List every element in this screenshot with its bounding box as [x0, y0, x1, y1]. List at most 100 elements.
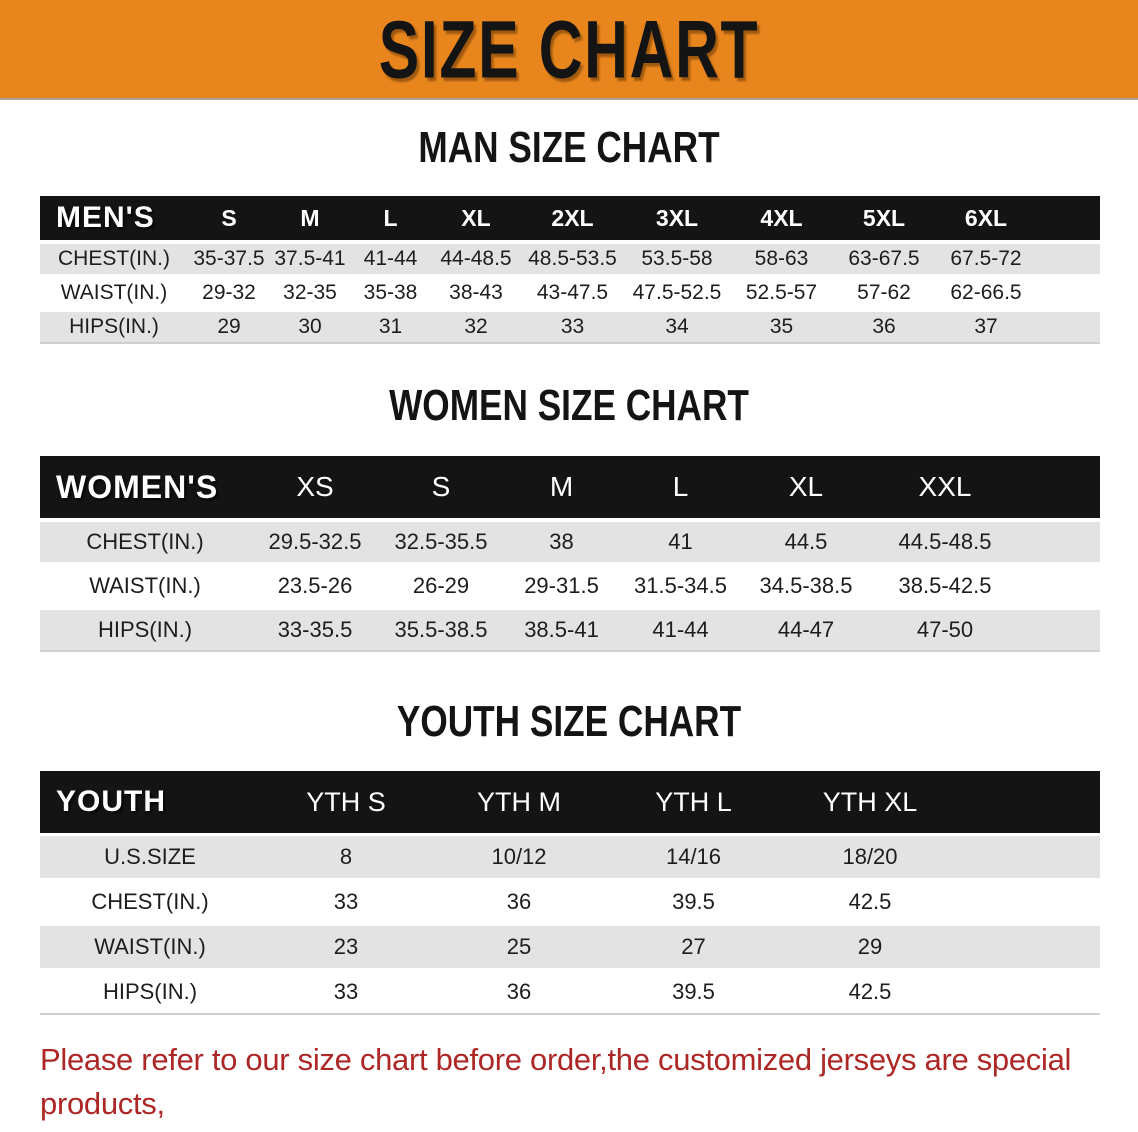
size-value-cell: 35-38	[350, 278, 431, 308]
spacer-cell	[1037, 196, 1100, 240]
banner: SIZE CHART	[0, 0, 1138, 100]
size-value-cell: 29	[781, 926, 959, 968]
youth-header-row: YOUTH YTH S YTH M YTH L YTH XL	[40, 771, 1100, 833]
size-value-cell: 44.5	[740, 522, 872, 562]
size-column-header: YTH S	[260, 771, 432, 833]
size-value-cell: 47.5-52.5	[624, 278, 730, 308]
size-value-cell: 32-35	[270, 278, 350, 308]
size-value-cell: 63-67.5	[833, 244, 935, 274]
men-group-label: MEN'S	[40, 196, 188, 240]
size-value-cell: 29.5-32.5	[250, 522, 380, 562]
size-value-cell: 23	[260, 926, 432, 968]
measure-label-cell: HIPS(IN.)	[40, 312, 188, 342]
size-value-cell: 47-50	[872, 610, 1018, 650]
size-column-header: 4XL	[730, 196, 833, 240]
size-value-cell: 30	[270, 312, 350, 342]
size-value-cell: 32	[431, 312, 521, 342]
women-heading: WOMEN SIZE CHART	[389, 381, 749, 430]
size-column-header: S	[380, 456, 502, 518]
size-column-header: 2XL	[521, 196, 624, 240]
size-value-cell: 38.5-41	[502, 610, 621, 650]
size-column-header: 6XL	[935, 196, 1037, 240]
spacer-cell	[959, 771, 1100, 833]
size-value-cell: 36	[833, 312, 935, 342]
size-value-cell: 38	[502, 522, 621, 562]
women-size-table: WOMEN'S XS S M L XL XXL CHEST(IN.) 29.5-…	[40, 452, 1100, 654]
size-value-cell: 37.5-41	[270, 244, 350, 274]
table-row: WAIST(IN.) 23 25 27 29	[40, 926, 1100, 968]
spacer-cell	[1018, 456, 1100, 518]
size-value-cell: 57-62	[833, 278, 935, 308]
size-value-cell: 23.5-26	[250, 566, 380, 606]
spacer-cell	[1018, 522, 1100, 562]
measure-label-cell: CHEST(IN.)	[40, 244, 188, 274]
spacer-cell	[1018, 566, 1100, 606]
size-value-cell: 36	[432, 881, 606, 923]
measure-label-cell: HIPS(IN.)	[40, 610, 250, 650]
size-value-cell: 33	[521, 312, 624, 342]
women-group-label: WOMEN'S	[40, 456, 250, 518]
banner-title: SIZE CHART	[378, 3, 760, 95]
size-column-header: XL	[740, 456, 872, 518]
men-section: MAN SIZE CHART MEN'S S M L XL 2XL 3XL 4X…	[0, 124, 1138, 346]
men-header-row: MEN'S S M L XL 2XL 3XL 4XL 5XL 6XL	[40, 196, 1100, 240]
size-value-cell: 26-29	[380, 566, 502, 606]
size-column-header: XL	[431, 196, 521, 240]
size-value-cell: 32.5-35.5	[380, 522, 502, 562]
size-column-header: XXL	[872, 456, 1018, 518]
size-value-cell: 35-37.5	[188, 244, 270, 274]
table-row: WAIST(IN.) 29-32 32-35 35-38 38-43 43-47…	[40, 278, 1100, 308]
size-value-cell: 31.5-34.5	[621, 566, 740, 606]
table-row: CHEST(IN.) 35-37.5 37.5-41 41-44 44-48.5…	[40, 244, 1100, 274]
size-value-cell: 44-47	[740, 610, 872, 650]
size-value-cell: 52.5-57	[730, 278, 833, 308]
measure-label-cell: WAIST(IN.)	[40, 566, 250, 606]
size-column-header: YTH M	[432, 771, 606, 833]
table-row: CHEST(IN.) 33 36 39.5 42.5	[40, 881, 1100, 923]
measure-label-cell: WAIST(IN.)	[40, 278, 188, 308]
size-column-header: 3XL	[624, 196, 730, 240]
size-value-cell: 25	[432, 926, 606, 968]
size-value-cell: 41-44	[621, 610, 740, 650]
size-column-header: L	[350, 196, 431, 240]
size-value-cell: 8	[260, 836, 432, 878]
size-value-cell: 33-35.5	[250, 610, 380, 650]
size-value-cell: 36	[432, 971, 606, 1013]
size-value-cell: 67.5-72	[935, 244, 1037, 274]
spacer-cell	[1037, 278, 1100, 308]
measure-label-cell: WAIST(IN.)	[40, 926, 260, 968]
size-value-cell: 14/16	[606, 836, 781, 878]
table-row: HIPS(IN.) 33 36 39.5 42.5	[40, 971, 1100, 1013]
men-size-table: MEN'S S M L XL 2XL 3XL 4XL 5XL 6XL CHEST…	[40, 192, 1100, 346]
size-value-cell: 29	[188, 312, 270, 342]
table-row: HIPS(IN.) 33-35.5 35.5-38.5 38.5-41 41-4…	[40, 610, 1100, 650]
men-heading: MAN SIZE CHART	[418, 123, 720, 172]
table-row: U.S.SIZE 8 10/12 14/16 18/20	[40, 836, 1100, 878]
measure-label-cell: CHEST(IN.)	[40, 881, 260, 923]
table-row: HIPS(IN.) 29 30 31 32 33 34 35 36 37	[40, 312, 1100, 342]
size-value-cell: 37	[935, 312, 1037, 342]
youth-section: YOUTH SIZE CHART YOUTH YTH S YTH M YTH L…	[0, 698, 1138, 1016]
measure-label-cell: HIPS(IN.)	[40, 971, 260, 1013]
youth-size-table: YOUTH YTH S YTH M YTH L YTH XL U.S.SIZE …	[40, 768, 1100, 1016]
women-section: WOMEN SIZE CHART WOMEN'S XS S M L XL XXL	[0, 382, 1138, 654]
spacer-cell	[1037, 244, 1100, 274]
footnote-line1: Please refer to our size chart before or…	[40, 1042, 1072, 1121]
measure-label-cell: CHEST(IN.)	[40, 522, 250, 562]
spacer-cell	[959, 971, 1100, 1013]
women-header-row: WOMEN'S XS S M L XL XXL	[40, 456, 1100, 518]
size-value-cell: 29-32	[188, 278, 270, 308]
footnote: Please refer to our size chart before or…	[40, 1038, 1115, 1132]
size-value-cell: 39.5	[606, 971, 781, 1013]
size-value-cell: 53.5-58	[624, 244, 730, 274]
measure-label-cell: U.S.SIZE	[40, 836, 260, 878]
size-value-cell: 44.5-48.5	[872, 522, 1018, 562]
spacer-cell	[959, 836, 1100, 878]
size-column-header: YTH XL	[781, 771, 959, 833]
size-value-cell: 44-48.5	[431, 244, 521, 274]
size-column-header: XS	[250, 456, 380, 518]
size-column-header: M	[502, 456, 621, 518]
size-value-cell: 38-43	[431, 278, 521, 308]
spacer-cell	[959, 926, 1100, 968]
